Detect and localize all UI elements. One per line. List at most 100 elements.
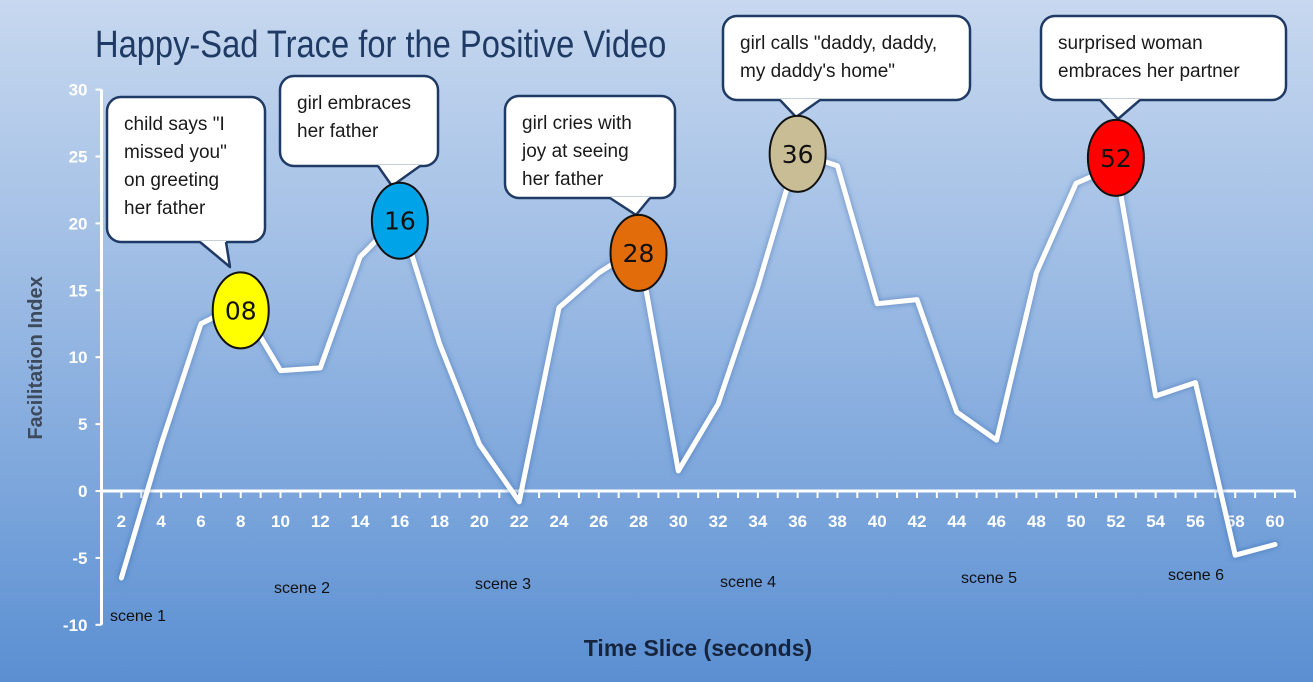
data-point <box>278 368 283 373</box>
callout: surprised woman embraces her partner <box>1039 14 1288 121</box>
x-tick-label: 40 <box>868 512 887 531</box>
x-axis-label: Time Slice (seconds) <box>584 635 812 661</box>
y-axis-ticks: -10 -5 0 5 10 15 20 25 30 <box>63 81 102 635</box>
data-point <box>198 321 203 326</box>
marker-ellipse <box>211 271 270 350</box>
x-tick-label: 44 <box>947 512 966 531</box>
callout: girl embraces her father <box>278 74 440 188</box>
data-point <box>556 305 561 310</box>
x-tick-label: 18 <box>430 512 449 531</box>
data-point <box>1233 553 1238 558</box>
x-tick-label: 16 <box>390 512 409 531</box>
callout-box <box>1039 14 1288 102</box>
scene-label: scene 4 <box>720 574 776 591</box>
data-point <box>1273 542 1278 547</box>
marker-label: 16 <box>384 207 416 236</box>
time-marker: 52 <box>1086 118 1145 197</box>
marker-ellipse <box>609 213 668 292</box>
data-point <box>437 341 442 346</box>
callout-text: my daddy's home" <box>740 61 895 82</box>
callout-box <box>105 95 267 244</box>
marker-ellipse <box>370 181 429 260</box>
x-tick-label: 30 <box>669 512 688 531</box>
callout-text: missed you" <box>124 142 227 163</box>
data-point <box>755 284 760 289</box>
x-tick-label: 8 <box>236 512 245 531</box>
x-tick-label: 46 <box>987 512 1006 531</box>
data-point <box>159 442 164 447</box>
y-tick-label: 0 <box>78 482 87 501</box>
data-point <box>358 254 363 259</box>
x-tick-label: 54 <box>1146 512 1165 531</box>
marker-ellipse <box>1086 118 1145 197</box>
callout-pointer-outline <box>199 241 232 269</box>
time-marker: 28 <box>609 213 668 292</box>
callout-pointer <box>780 99 820 117</box>
callout-text: on greeting <box>124 170 219 191</box>
x-tick-label: 52 <box>1106 512 1125 531</box>
y-tick-label: -10 <box>63 616 88 635</box>
data-point <box>119 575 124 580</box>
marker-ellipse <box>768 114 827 193</box>
x-tick-label: 42 <box>908 512 927 531</box>
data-point <box>1153 394 1158 399</box>
x-tick-label: 14 <box>351 512 370 531</box>
x-tick-label: 48 <box>1027 512 1046 531</box>
data-point <box>954 410 959 415</box>
data-point <box>716 402 721 407</box>
callout: girl cries with joy at seeing her father <box>503 94 677 217</box>
scene-label: scene 3 <box>475 576 531 593</box>
x-tick-label: 36 <box>788 512 807 531</box>
time-marker: 36 <box>768 114 827 193</box>
marker-label: 08 <box>225 296 257 325</box>
x-tick-label: 12 <box>311 512 330 531</box>
data-point <box>1034 270 1039 275</box>
data-point <box>1193 380 1198 385</box>
x-tick-label: 6 <box>196 512 205 531</box>
callout: girl calls "daddy, daddy, my daddy's home… <box>721 14 972 119</box>
scene-label: scene 1 <box>110 608 166 625</box>
x-tick-label: 26 <box>589 512 608 531</box>
marker-label: 28 <box>623 239 655 268</box>
data-point <box>835 163 840 168</box>
callout-layer: child says "I missed you" on greeting her f… <box>105 14 1288 269</box>
data-point <box>994 438 999 443</box>
y-tick-label: 10 <box>69 348 88 367</box>
callout-text: her father <box>124 198 206 219</box>
y-tick-label: 20 <box>69 214 88 233</box>
callout-text: girl cries with <box>522 113 632 134</box>
y-axis-label: Facilitation Index <box>25 276 47 439</box>
x-tick-label: 28 <box>629 512 648 531</box>
x-tick-label: 56 <box>1186 512 1205 531</box>
chart-title: Happy-Sad Trace for the Positive Video <box>95 23 666 66</box>
time-marker: 16 <box>370 181 429 260</box>
scene-label: scene 2 <box>274 580 330 597</box>
x-tick-label: 50 <box>1067 512 1086 531</box>
marker-label: 36 <box>782 140 814 169</box>
callout-box <box>278 74 440 168</box>
scene-labels: scene 1 scene 2 scene 3 scene 4 scene 5 scene… <box>110 567 1224 625</box>
callout-text: her father <box>522 169 604 190</box>
time-marker: 08 <box>211 271 270 350</box>
x-tick-label: 34 <box>748 512 767 531</box>
callout-box <box>721 14 972 102</box>
callout-text: child says "I <box>124 114 225 135</box>
callout-text: her father <box>297 121 379 142</box>
data-point <box>914 297 919 302</box>
callout-pointer <box>610 197 650 215</box>
x-axis-ticks: 2 4 6 8 10 12 14 16 18 20 22 24 26 28 30 32 34 36 38 40 42 44… <box>100 491 1296 531</box>
callout-text: girl embraces <box>297 93 411 114</box>
x-tick-label: 2 <box>117 512 126 531</box>
data-point <box>517 499 522 504</box>
callout-text: surprised woman <box>1058 33 1203 54</box>
x-tick-label: 32 <box>709 512 728 531</box>
callout-text: joy at seeing <box>521 141 629 162</box>
x-tick-label: 20 <box>470 512 489 531</box>
x-tick-label: 38 <box>828 512 847 531</box>
x-tick-label: 22 <box>510 512 529 531</box>
x-tick-label: 60 <box>1266 512 1285 531</box>
y-tick-label: 25 <box>69 148 88 167</box>
marker-layer: 08 16 28 36 52 <box>211 114 1145 350</box>
y-tick-label: 30 <box>69 81 88 100</box>
